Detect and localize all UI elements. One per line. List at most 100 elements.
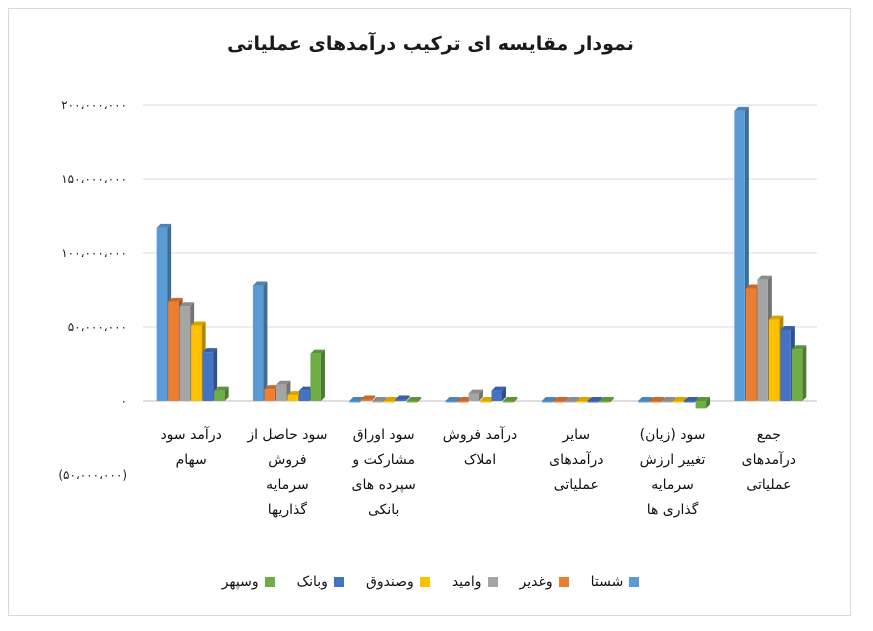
bar-top: [791, 345, 807, 350]
bar-front: [503, 401, 514, 403]
bar-front: [275, 384, 287, 401]
bar-front: [576, 401, 587, 403]
bar: [360, 395, 376, 402]
bar-front: [360, 399, 372, 402]
legend-item: وصندوق: [366, 574, 430, 590]
bar-top: [734, 106, 749, 111]
y-tick-label: ۱۰۰،۰۰۰،۰۰۰: [61, 246, 127, 260]
bar-top: [780, 325, 795, 330]
bar-top: [275, 380, 291, 385]
bar: [791, 345, 807, 401]
legend-swatch: [629, 577, 640, 587]
bar-top: [383, 397, 399, 401]
legend-swatch: [333, 577, 344, 587]
bar-side: [371, 395, 376, 402]
bar-front: [156, 227, 168, 401]
bar: [395, 395, 410, 402]
bar-side: [320, 349, 325, 401]
x-category-label: درآمد سود: [160, 426, 221, 443]
bar: [468, 389, 483, 401]
x-category-label: درآمد فروش: [443, 426, 517, 443]
legend-item: وسپهر: [222, 574, 275, 590]
bar-top: [649, 397, 665, 401]
x-category-label: سرمایه: [651, 477, 694, 493]
x-category-label: بانکی: [368, 502, 399, 518]
bar-front: [445, 401, 456, 403]
bar: [406, 397, 422, 403]
x-category-label: سایر: [561, 427, 590, 443]
legend-label: وغدیر: [519, 574, 553, 590]
bar-front: [214, 390, 225, 401]
bar-top: [395, 395, 410, 400]
bar-top: [468, 389, 483, 394]
bar-front: [672, 401, 684, 403]
plot-area: ۲۰۰،۰۰۰،۰۰۰ ۱۵۰،۰۰۰،۰۰۰ ۱۰۰،۰۰۰،۰۰۰ ۵۰،۰۰۰،…: [58, 98, 817, 518]
x-category-label: املاک: [464, 452, 496, 468]
bar-front: [168, 301, 179, 401]
bar-front: [457, 401, 468, 403]
bar-top: [349, 397, 364, 401]
x-category-label: سهام: [176, 452, 207, 468]
bar-top: [503, 397, 518, 401]
legend-label: شستا: [590, 574, 624, 590]
bar-top: [457, 397, 472, 401]
bar-front: [349, 401, 360, 403]
chart-title: نمودار مقایسه ای ترکیب درآمدهای عملیاتی: [227, 33, 634, 55]
bar-top: [695, 397, 711, 401]
bar-front: [780, 329, 791, 401]
bar-top: [298, 386, 314, 391]
y-tick-label: ۵۰،۰۰۰،۰۰۰: [68, 320, 127, 334]
legend-swatch: [558, 577, 569, 587]
bar-top: [684, 397, 699, 401]
bar-top: [491, 386, 506, 391]
bar-front: [372, 401, 383, 403]
bar-side: [479, 389, 483, 401]
bar-top: [310, 349, 325, 354]
legend-item: وامید: [452, 574, 498, 590]
bar-top: [252, 281, 268, 286]
bar-top: [564, 397, 580, 401]
bar: [252, 281, 268, 401]
bar: [202, 348, 218, 401]
bar-front: [191, 325, 202, 401]
bar-top: [672, 397, 688, 401]
bar-top: [406, 397, 422, 401]
bar-top: [661, 397, 676, 401]
bar-top: [287, 391, 302, 396]
bar-front: [684, 401, 695, 403]
x-category-label: جمع: [757, 427, 781, 443]
legend-label: وبانک: [296, 574, 328, 590]
bar-front: [768, 319, 780, 401]
bar-front: [745, 288, 757, 401]
bar: [214, 386, 229, 401]
bar-side: [213, 348, 218, 401]
legend-swatch: [487, 577, 498, 587]
bar-front: [287, 395, 298, 401]
bar-front: [252, 285, 264, 401]
bar-top: [541, 397, 557, 401]
bar-top: [638, 397, 653, 401]
bar-top: [191, 321, 206, 326]
x-category-label: تغییر ارزش: [640, 452, 706, 468]
x-category-label: سرمایه: [266, 477, 309, 493]
bar-front: [599, 401, 610, 403]
bar: [491, 386, 506, 401]
y-tick-label: ۱۵۰،۰۰۰،۰۰۰: [61, 172, 127, 186]
bar-front: [480, 401, 491, 403]
bar-side: [802, 345, 807, 401]
legend-label: وسپهر: [221, 574, 259, 590]
bar-top: [768, 315, 784, 320]
legend-swatch: [264, 577, 275, 587]
legend-item: شستا: [591, 574, 640, 590]
x-category-label: فروش: [268, 452, 306, 468]
bar-front: [791, 349, 803, 401]
bar-front: [383, 401, 395, 403]
bar-front: [734, 110, 745, 402]
bar: [503, 397, 518, 403]
bar-front: [406, 401, 418, 403]
x-category-label: درآمدهای: [742, 451, 796, 468]
bar-top: [553, 397, 568, 401]
bar-top: [480, 397, 495, 401]
bar-top: [445, 397, 460, 401]
legend-item: وبانک: [297, 574, 344, 590]
